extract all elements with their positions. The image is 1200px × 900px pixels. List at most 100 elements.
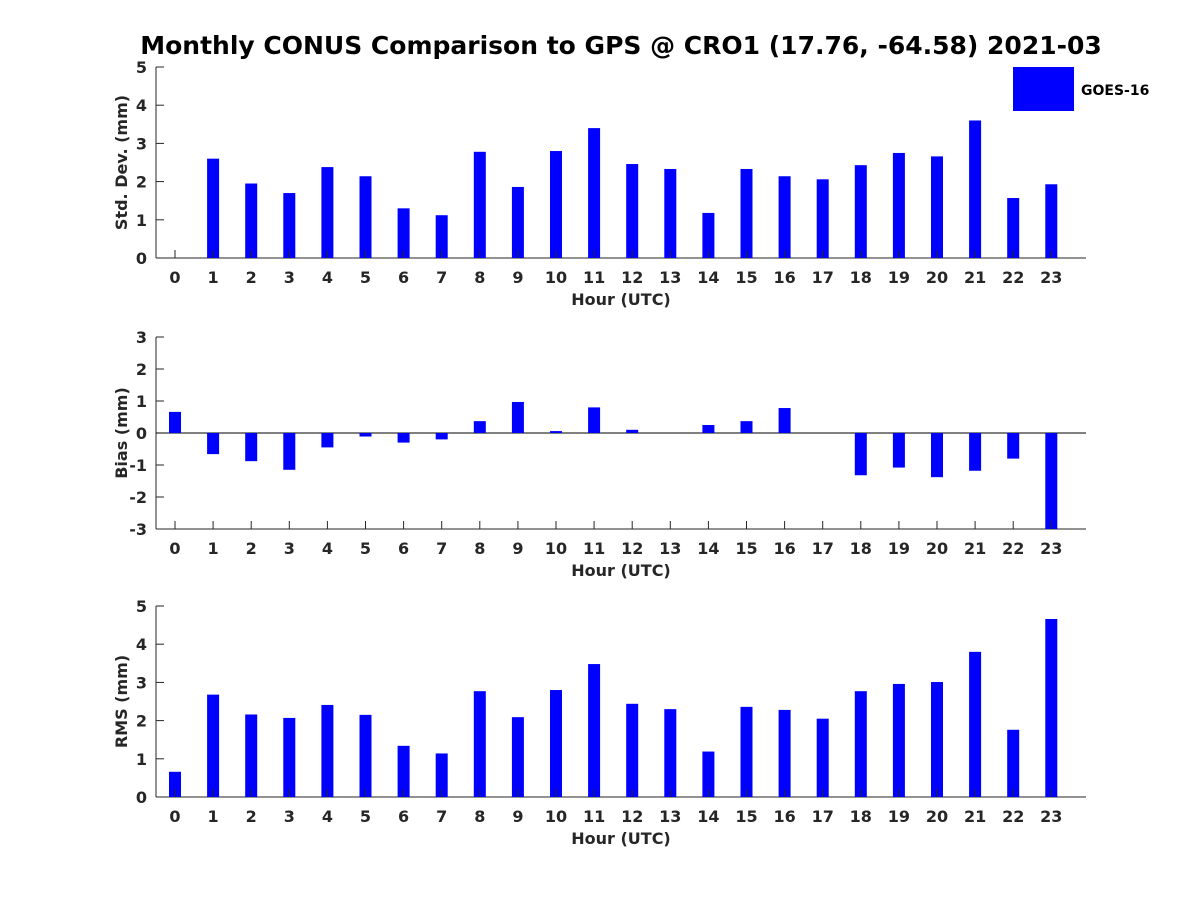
x-tick-label: 17: [812, 268, 834, 287]
bar: [207, 158, 220, 258]
bar: [435, 215, 448, 258]
bar: [207, 694, 220, 797]
x-tick-label: 19: [888, 268, 910, 287]
y-tick-label: 5: [136, 58, 147, 77]
x-tick-label: 7: [436, 268, 447, 287]
x-tick-label: 4: [322, 807, 333, 826]
bar: [892, 683, 905, 797]
x-tick-label: 10: [545, 539, 567, 558]
x-tick-label: 5: [360, 807, 371, 826]
x-tick-label: 22: [1002, 268, 1024, 287]
x-tick-label: 6: [398, 268, 409, 287]
x-tick-label: 2: [246, 268, 257, 287]
bar: [550, 431, 562, 433]
x-tick-label: 23: [1040, 539, 1062, 558]
bar: [169, 771, 181, 797]
x-tick-label: 5: [360, 539, 371, 558]
y-axis-label: Std. Dev. (mm): [112, 95, 131, 230]
y-tick-label: 4: [136, 635, 147, 654]
bar: [397, 433, 410, 443]
y-tick-label: -1: [129, 456, 147, 475]
x-tick-label: 18: [850, 807, 872, 826]
x-tick-label: 23: [1040, 807, 1062, 826]
x-tick-label: 4: [322, 268, 333, 287]
y-tick-label: -3: [129, 520, 147, 539]
bar: [435, 433, 448, 440]
bar: [359, 176, 372, 258]
x-tick-label: 1: [208, 539, 219, 558]
bar: [511, 717, 524, 797]
bar: [702, 751, 715, 797]
bar: [1045, 618, 1058, 797]
x-tick-label: 9: [512, 807, 523, 826]
bar: [207, 433, 220, 455]
x-axis-label: Hour (UTC): [571, 290, 671, 309]
x-tick-label: 18: [850, 539, 872, 558]
x-tick-label: 2: [246, 807, 257, 826]
bar: [359, 433, 372, 437]
legend-swatch: [1013, 67, 1074, 111]
x-tick-label: 15: [735, 539, 757, 558]
bar: [626, 429, 639, 433]
y-tick-label: 2: [136, 173, 147, 192]
y-tick-label: 0: [136, 424, 147, 443]
bar: [588, 664, 601, 797]
bar: [473, 151, 486, 258]
x-tick-label: 20: [926, 807, 948, 826]
bar: [778, 709, 791, 797]
bar: [588, 128, 601, 258]
bar: [321, 433, 334, 448]
x-tick-label: 4: [322, 539, 333, 558]
bar: [550, 690, 562, 797]
bar: [245, 714, 258, 797]
bar: [854, 433, 867, 476]
x-tick-label: 13: [659, 268, 681, 287]
bar: [473, 421, 486, 433]
bar: [1045, 184, 1058, 258]
x-tick-label: 15: [735, 807, 757, 826]
x-tick-label: 13: [659, 807, 681, 826]
y-tick-label: 0: [136, 249, 147, 268]
x-tick-label: 3: [284, 539, 295, 558]
bar: [283, 433, 296, 470]
bar: [1007, 433, 1020, 459]
legend-label: GOES-16: [1081, 83, 1149, 99]
x-tick-label: 20: [926, 539, 948, 558]
y-tick-label: 3: [136, 134, 147, 153]
bar: [626, 703, 639, 797]
x-tick-label: 16: [773, 268, 795, 287]
x-axis-label: Hour (UTC): [571, 561, 671, 580]
x-tick-label: 1: [208, 268, 219, 287]
bar: [854, 691, 867, 797]
bar: [321, 704, 334, 797]
x-tick-label: 12: [621, 807, 643, 826]
y-tick-label: 3: [136, 328, 147, 347]
x-tick-label: 0: [169, 268, 180, 287]
x-tick-label: 12: [621, 268, 643, 287]
bar: [740, 168, 753, 258]
x-tick-label: 1: [208, 807, 219, 826]
x-tick-label: 8: [474, 268, 485, 287]
bar: [816, 179, 829, 258]
bar: [1007, 198, 1020, 258]
y-tick-label: 5: [136, 597, 147, 616]
bar: [702, 425, 715, 433]
bar: [511, 401, 524, 433]
y-tick-label: 2: [136, 360, 147, 379]
x-tick-label: 21: [964, 268, 986, 287]
bar: [740, 706, 753, 797]
bar: [511, 186, 524, 258]
bar: [931, 156, 943, 258]
x-tick-label: 10: [545, 807, 567, 826]
x-tick-label: 6: [398, 539, 409, 558]
bar: [931, 433, 943, 478]
x-tick-label: 17: [812, 539, 834, 558]
bar: [397, 208, 410, 258]
bar: [778, 176, 791, 258]
x-tick-label: 18: [850, 268, 872, 287]
y-tick-label: 1: [136, 750, 147, 769]
x-tick-label: 10: [545, 268, 567, 287]
